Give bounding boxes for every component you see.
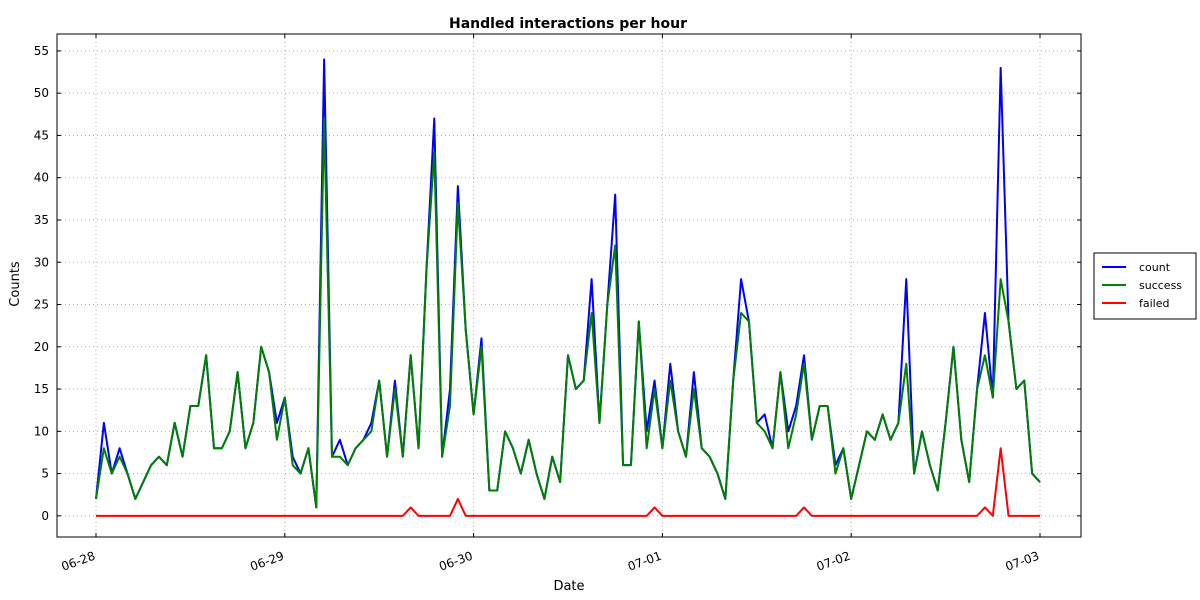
x-tick-label: 07-03 [1003, 549, 1041, 574]
legend-label-failed: failed [1139, 297, 1169, 310]
x-tick-label: 07-02 [815, 549, 853, 574]
series-line-failed [96, 447, 1040, 517]
y-axis-title: Counts [8, 261, 23, 307]
series-layer [95, 58, 1041, 517]
x-axis-title: Date [553, 579, 584, 594]
plot-frame [56, 33, 1082, 538]
y-tick-label: 35 [34, 213, 49, 227]
y-tick-label: 45 [34, 128, 49, 142]
grid [57, 34, 1081, 537]
y-tick-label: 40 [34, 171, 49, 185]
y-axis: 0 5 10 15 20 25 30 35 40 45 50 55 [34, 44, 1081, 523]
y-tick-label: 0 [41, 509, 49, 523]
series-line-success [95, 117, 1041, 509]
x-tick-label: 06-30 [437, 549, 475, 574]
x-tick-label: 07-01 [626, 549, 664, 574]
chart-title: Handled interactions per hour [449, 16, 687, 32]
legend: count success failed [1093, 252, 1197, 320]
y-tick-label: 55 [34, 44, 49, 58]
y-tick-label: 15 [34, 382, 49, 396]
legend-label-count: count [1139, 261, 1171, 274]
x-axis: 06-28 06-29 06-30 07-01 07-02 07-03 [59, 34, 1041, 574]
x-tick-label: 06-29 [248, 549, 286, 574]
y-tick-label: 5 [41, 467, 49, 481]
y-tick-label: 30 [34, 255, 49, 269]
y-tick-label: 20 [34, 340, 49, 354]
y-tick-label: 10 [34, 424, 49, 438]
y-tick-label: 50 [34, 86, 49, 100]
series-line-count [95, 58, 1041, 509]
x-tick-label: 06-28 [59, 549, 97, 574]
legend-label-success: success [1139, 279, 1182, 292]
y-tick-label: 25 [34, 298, 49, 312]
